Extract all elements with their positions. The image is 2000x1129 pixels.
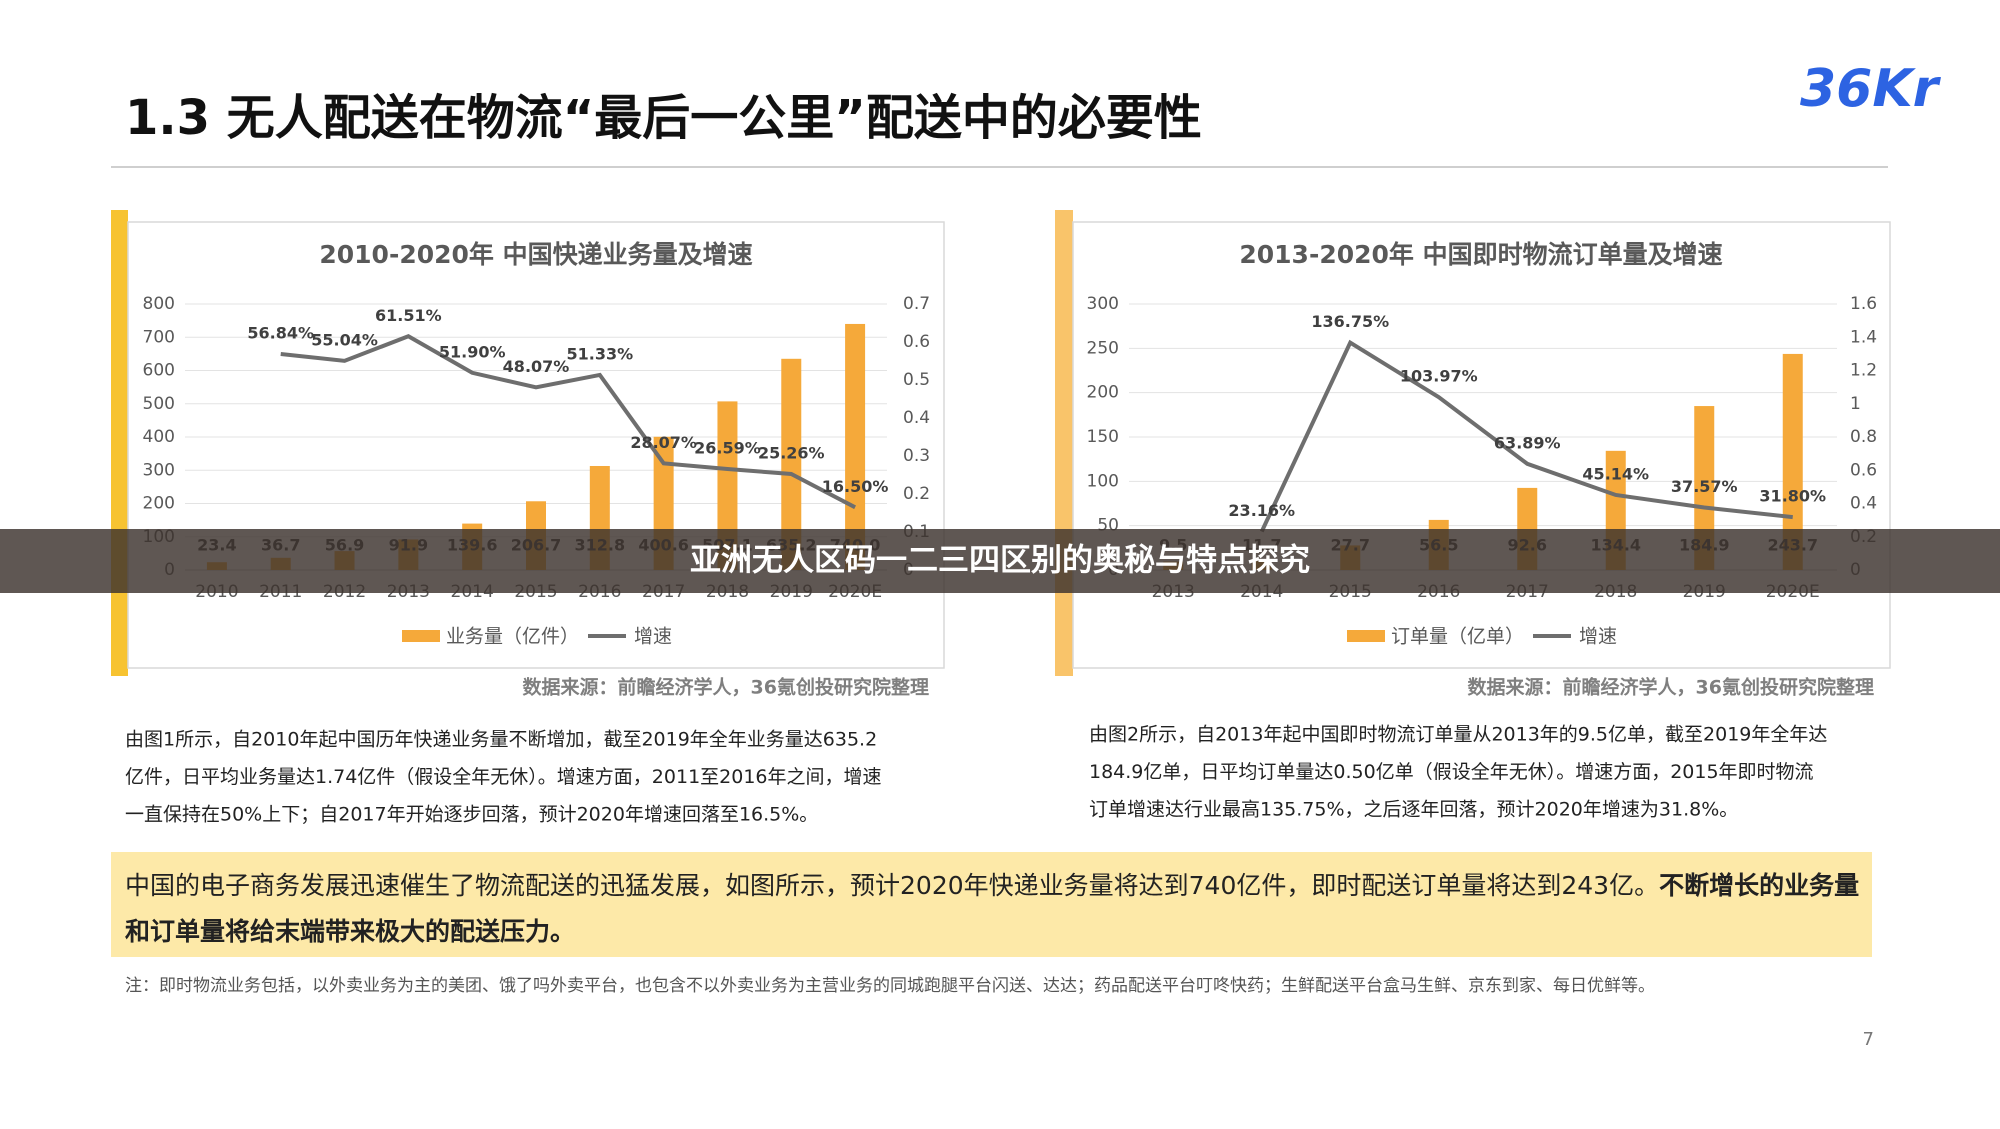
caption-line: 订单增速达行业最高135.75%，之后逐年回落，预计2020年增速为31.8%。 xyxy=(1089,799,1738,821)
line-value-label: 55.04% xyxy=(311,330,378,349)
caption-line: 亿件，日平均业务量达1.74亿件（假设全年无休）。增速方面，2011至2016年… xyxy=(125,766,882,788)
line-value-label: 28.07% xyxy=(630,433,697,452)
legend-swatch xyxy=(402,630,440,642)
chart-title: 2013-2020年 中国即时物流订单量及增速 xyxy=(1239,240,1722,269)
source: 数据来源：前瞻经济学人，36氪创投研究院整理 xyxy=(1468,676,1874,699)
line-value-label: 23.16% xyxy=(1228,501,1295,520)
note: 注：即时物流业务包括，以外卖业务为主的美团、饿了吗外卖平台，也包含不以外卖业务为… xyxy=(125,976,1655,996)
y-tick-label: 200 xyxy=(143,494,175,514)
legend-label: 订单量（亿单） xyxy=(1391,626,1524,648)
y2-tick-label: 1 xyxy=(1850,394,1861,414)
overlay-text: 亚洲无人区码一二三四区别的奥秘与特点探究 xyxy=(690,543,1310,579)
caption-line: 由图1所示，自2010年起中国历年快递业务量不断增加，截至2019年全年业务量达… xyxy=(125,729,877,751)
line-value-label: 61.51% xyxy=(375,306,442,325)
overlay-banner xyxy=(0,529,2000,593)
highlight-box xyxy=(111,852,1872,957)
growth-line xyxy=(1259,339,1793,533)
highlight-bold: 不断增长的业务量 xyxy=(1659,871,1859,900)
growth-line xyxy=(280,334,857,510)
y-tick-label: 250 xyxy=(1087,338,1119,358)
bar xyxy=(781,358,802,570)
line-value-label: 31.80% xyxy=(1759,487,1826,506)
slide-title: 1.3 无人配送在物流“最后一公里”配送中的必要性 xyxy=(125,90,1202,146)
legend-label: 增速 xyxy=(1579,626,1617,648)
y-tick-label: 800 xyxy=(143,294,175,314)
line-value-label: 56.84% xyxy=(247,324,314,343)
line-value-label: 25.26% xyxy=(758,444,825,463)
chart-title: 2010-2020年 中国快递业务量及增速 xyxy=(319,240,752,269)
y2-tick-label: 0.3 xyxy=(903,446,930,466)
y2-tick-label: 0.4 xyxy=(903,408,930,428)
line-value-label: 26.59% xyxy=(694,438,761,457)
y-tick-label: 500 xyxy=(143,394,175,414)
legend-label: 业务量（亿件） xyxy=(446,626,579,648)
line-value-label: 48.07% xyxy=(503,357,570,376)
y2-tick-label: 1.2 xyxy=(1850,361,1877,381)
highlight-bold: 和订单量将给末端带来极大的配送压力。 xyxy=(125,917,575,946)
y-tick-label: 300 xyxy=(143,460,175,480)
accent-bar xyxy=(111,210,128,676)
y2-tick-label: 0.4 xyxy=(1850,494,1877,514)
legend-label: 增速 xyxy=(634,626,672,648)
y-tick-label: 150 xyxy=(1087,427,1119,447)
line-value-label: 51.90% xyxy=(439,342,506,361)
line-value-label: 103.97% xyxy=(1400,367,1478,386)
y-tick-label: 300 xyxy=(1087,294,1119,314)
y-tick-label: 200 xyxy=(1087,383,1119,403)
line-value-label: 45.14% xyxy=(1582,464,1649,483)
chart-frame xyxy=(1072,221,1891,669)
legend-swatch xyxy=(1347,630,1385,642)
line-value-label: 16.50% xyxy=(822,477,889,496)
y2-tick-label: 0.6 xyxy=(903,332,930,352)
y2-tick-label: 0.8 xyxy=(1850,427,1877,447)
line-value-label: 37.57% xyxy=(1671,477,1738,496)
accent-bar xyxy=(1055,210,1073,676)
highlight-normal: 中国的电子商务发展迅速催生了物流配送的迅猛发展，如图所示，预计2020年快递业务… xyxy=(125,871,1659,900)
y-tick-label: 600 xyxy=(143,361,175,381)
bar xyxy=(845,323,866,570)
bar xyxy=(717,401,738,570)
y2-tick-label: 1.6 xyxy=(1850,294,1877,314)
y2-tick-label: 0.2 xyxy=(903,484,930,504)
line-value-label: 63.89% xyxy=(1494,433,1561,452)
y-tick-label: 700 xyxy=(143,327,175,347)
line-value-label: 136.75% xyxy=(1311,312,1389,331)
y2-tick-label: 0.6 xyxy=(1850,460,1877,480)
logo: 36Kr xyxy=(1800,59,1942,119)
line-value-label: 51.33% xyxy=(566,344,633,363)
caption-line: 由图2所示，自2013年起中国即时物流订单量从2013年的9.5亿单，截至201… xyxy=(1089,724,1827,746)
chart-frame xyxy=(127,221,945,669)
y2-tick-label: 0.7 xyxy=(903,294,930,314)
caption-line: 184.9亿单，日平均订单量达0.50亿单（假设全年无休）。增速方面，2015年… xyxy=(1089,761,1814,783)
caption-line: 一直保持在50%上下；自2017年开始逐步回落，预计2020年增速回落至16.5… xyxy=(125,804,818,826)
y2-tick-label: 1.4 xyxy=(1850,327,1877,347)
highlight-text: 中国的电子商务发展迅速催生了物流配送的迅猛发展，如图所示，预计2020年快递业务… xyxy=(125,871,1859,900)
y-tick-label: 100 xyxy=(1087,471,1119,491)
y2-tick-label: 0.5 xyxy=(903,370,930,390)
page-number: 7 xyxy=(1863,1029,1874,1050)
y-tick-label: 400 xyxy=(143,427,175,447)
source: 数据来源：前瞻经济学人，36氪创投研究院整理 xyxy=(523,676,929,699)
